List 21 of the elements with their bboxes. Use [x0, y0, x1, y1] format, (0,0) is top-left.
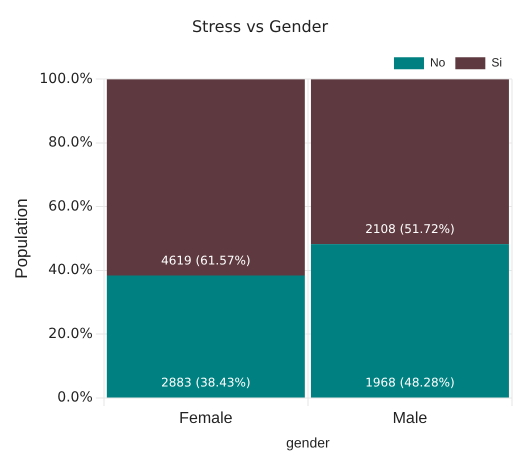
y-tick-label: 0.0% [57, 390, 93, 406]
data-label: 2883 (38.43%) [161, 376, 251, 390]
y-tick-label: 40.0% [48, 262, 93, 278]
chart-title: Stress vs Gender [192, 16, 328, 36]
y-tick-label: 100.0% [39, 70, 93, 87]
data-label: 4619 (61.57%) [161, 254, 251, 268]
legend-label: No [430, 56, 446, 70]
y-tick-label: 20.0% [48, 326, 93, 342]
y-tick-label: 80.0% [48, 134, 93, 151]
y-axis-title: Population [12, 198, 31, 279]
bar [310, 244, 509, 398]
bar [310, 79, 509, 244]
bar [106, 79, 305, 276]
x-axis-title: gender [286, 434, 330, 450]
data-label: 1968 (48.28%) [365, 376, 455, 390]
x-tick-label: Male [392, 410, 428, 428]
x-tick-label: Female [179, 410, 233, 428]
bar [106, 275, 305, 398]
data-label: 2108 (51.72%) [365, 222, 455, 236]
y-tick-label: 60.0% [48, 198, 93, 214]
legend-label: Si [491, 56, 502, 70]
